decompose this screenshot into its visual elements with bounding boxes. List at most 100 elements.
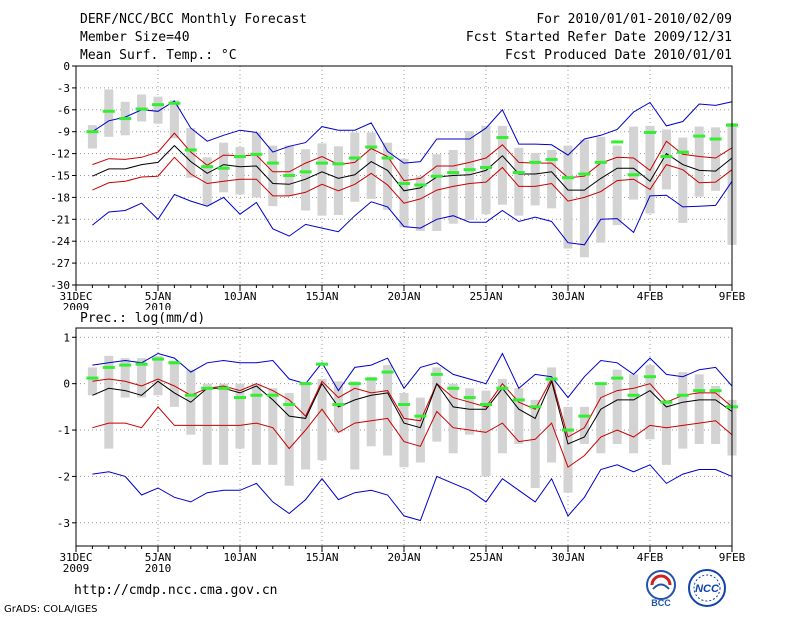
ensemble-spread-box xyxy=(153,96,163,124)
x-tick-label: 25JAN xyxy=(469,290,502,303)
observation-marker xyxy=(316,161,328,165)
ensemble-spread-box xyxy=(612,369,622,444)
observation-marker xyxy=(266,161,279,165)
chart-title: DERF/NCC/BCC Monthly Forecast xyxy=(80,12,307,27)
observation-marker xyxy=(496,136,509,140)
ncc-logo-ring xyxy=(688,569,726,607)
observation-marker xyxy=(529,160,542,164)
y-tick-label: -3 xyxy=(57,82,70,95)
y-tick-label: -24 xyxy=(50,235,70,248)
x-tick-label: 30JAN xyxy=(551,290,584,303)
observation-marker xyxy=(86,376,99,380)
y-tick-label: 0 xyxy=(63,60,70,73)
observation-marker xyxy=(578,172,591,176)
observation-marker xyxy=(611,376,624,380)
x-tick-sublabel: 2010 xyxy=(145,301,172,310)
observation-marker xyxy=(594,382,607,386)
series-line-p80 xyxy=(92,377,733,438)
ensemble-spread-box xyxy=(596,136,606,243)
ensemble-spread-box xyxy=(104,89,114,137)
observation-marker xyxy=(512,171,525,175)
observation-marker xyxy=(381,370,394,374)
observation-marker xyxy=(332,403,345,407)
observation-marker xyxy=(168,101,181,105)
ensemble-spread-box xyxy=(596,383,606,454)
y-tick-label: -2 xyxy=(57,470,70,483)
observation-marker xyxy=(152,103,164,107)
observation-marker xyxy=(594,160,607,164)
observation-marker xyxy=(660,400,673,404)
produced-date-label: Fcst Produced Date 2010/01/01 xyxy=(505,48,732,63)
ensemble-spread-box xyxy=(563,406,573,493)
observation-marker xyxy=(217,386,230,390)
ensemble-spread-box xyxy=(202,157,212,206)
member-size-label: Member Size=40 xyxy=(80,30,190,45)
observation-marker xyxy=(381,156,394,160)
ensemble-spread-box xyxy=(186,128,196,178)
observation-marker xyxy=(332,162,345,166)
ensemble-spread-box xyxy=(448,383,458,454)
observation-marker xyxy=(184,148,197,152)
observation-marker xyxy=(693,389,706,393)
observation-marker xyxy=(447,171,460,175)
series-line-p20 xyxy=(92,156,733,204)
ensemble-spread-box xyxy=(268,145,278,207)
ensemble-spread-box xyxy=(284,392,294,486)
x-tick-label: 31DEC xyxy=(59,290,92,303)
x-tick-label: 31DEC xyxy=(59,551,92,564)
observation-marker xyxy=(201,386,214,390)
observation-marker xyxy=(348,382,361,386)
y-tick-label: -18 xyxy=(50,191,70,204)
observation-marker xyxy=(644,130,656,134)
series-line-min xyxy=(92,464,733,522)
y-tick-label: -9 xyxy=(57,126,70,139)
start-date-label: Fcst Started Refer Date 2009/12/31 xyxy=(465,30,732,45)
observation-marker xyxy=(86,130,99,134)
observation-marker xyxy=(234,396,246,400)
ensemble-spread-box xyxy=(415,397,425,463)
observation-marker xyxy=(365,145,378,149)
ensemble-spread-box xyxy=(432,367,442,442)
observation-marker xyxy=(414,414,427,418)
ensemble-spread-box xyxy=(251,383,261,465)
ensemble-spread-box xyxy=(415,176,425,231)
observation-marker xyxy=(644,375,656,379)
ensemble-spread-box xyxy=(251,132,261,198)
ensemble-spread-box xyxy=(235,383,245,449)
ensemble-spread-box xyxy=(169,100,179,139)
observation-marker xyxy=(693,134,706,138)
observation-marker xyxy=(512,398,525,402)
ensemble-spread-box xyxy=(694,374,704,444)
x-tick-label: 20JAN xyxy=(387,290,420,303)
ensemble-spread-box xyxy=(366,132,376,199)
x-tick-label: 5JAN xyxy=(145,290,172,303)
ensemble-spread-box xyxy=(711,127,721,191)
observation-marker xyxy=(578,414,591,418)
source-url[interactable]: http://cmdp.ncc.cma.gov.cn xyxy=(74,583,278,598)
observation-marker xyxy=(480,403,492,407)
series-line-mean xyxy=(92,379,733,445)
x-tick-label: 9FEB xyxy=(719,551,746,564)
ensemble-spread-box xyxy=(219,383,229,465)
observation-marker xyxy=(365,377,378,381)
y-tick-label: -1 xyxy=(57,424,70,437)
ensemble-spread-box xyxy=(284,145,294,196)
y-tick-label: -27 xyxy=(50,257,70,270)
ensemble-spread-box xyxy=(350,381,360,470)
ensemble-spread-box xyxy=(563,145,573,249)
observation-marker xyxy=(709,137,722,141)
y-tick-label: 1 xyxy=(63,331,70,344)
observation-marker xyxy=(676,150,689,154)
observation-marker xyxy=(430,372,443,376)
ensemble-spread-box xyxy=(514,388,524,444)
series-line-max xyxy=(92,100,733,164)
observation-marker xyxy=(398,182,410,186)
series-line-min xyxy=(92,181,733,246)
observation-marker xyxy=(463,396,476,400)
observation-marker xyxy=(562,176,574,180)
ensemble-spread-box xyxy=(120,358,130,398)
ensemble-spread-box xyxy=(202,383,212,465)
